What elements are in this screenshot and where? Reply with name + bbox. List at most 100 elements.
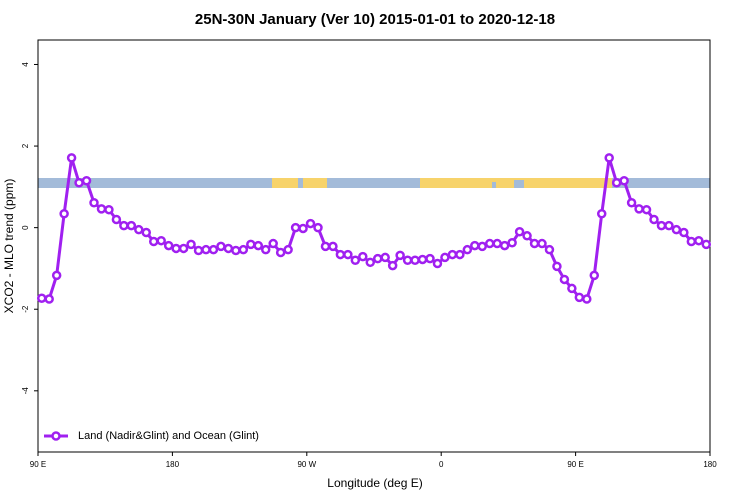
land-ocean-strip xyxy=(38,178,710,188)
data-point xyxy=(231,245,241,256)
data-point xyxy=(126,220,137,231)
data-point xyxy=(574,292,585,303)
data-point xyxy=(44,294,54,304)
data-point xyxy=(223,243,234,254)
data-point xyxy=(275,247,286,258)
data-point xyxy=(484,238,495,249)
data-point xyxy=(193,245,204,256)
data-point xyxy=(671,224,682,235)
data-point xyxy=(313,222,323,233)
data-point xyxy=(163,240,174,251)
data-point xyxy=(701,239,712,250)
data-point xyxy=(552,261,562,272)
y-tick-label: -4 xyxy=(21,387,30,395)
data-point xyxy=(59,209,69,219)
data-point xyxy=(664,220,674,231)
data-point xyxy=(111,214,122,225)
data-point xyxy=(335,249,346,260)
x-tick-label: 90 W xyxy=(297,460,316,469)
data-point xyxy=(380,252,390,263)
data-point xyxy=(186,239,196,250)
data-point xyxy=(604,153,614,163)
data-point xyxy=(417,254,428,265)
ocean-band xyxy=(492,182,496,188)
data-point xyxy=(611,178,622,188)
ocean-band xyxy=(298,178,303,188)
data-point xyxy=(679,227,689,238)
data-point xyxy=(537,238,547,249)
data-point xyxy=(305,218,316,229)
data-point xyxy=(358,251,368,262)
data-point xyxy=(514,226,525,237)
data-point xyxy=(253,240,264,251)
data-point xyxy=(440,252,450,263)
data-point xyxy=(260,244,271,255)
data-point xyxy=(596,209,607,219)
data-point xyxy=(499,240,510,251)
data-point xyxy=(201,244,211,255)
x-tick-label: 180 xyxy=(703,460,717,469)
data-point xyxy=(626,198,637,208)
data-point xyxy=(477,241,488,252)
x-axis-label: Longitude (deg E) xyxy=(327,476,422,490)
data-point xyxy=(156,235,166,246)
data-point xyxy=(141,227,152,238)
data-point xyxy=(529,238,540,249)
data-point xyxy=(148,236,159,247)
data-point xyxy=(51,270,62,281)
y-tick-label: -2 xyxy=(21,305,30,313)
data-point xyxy=(298,223,308,234)
data-point xyxy=(365,257,376,268)
y-tick-label: 0 xyxy=(21,225,30,230)
data-point xyxy=(74,178,84,188)
data-point xyxy=(492,238,502,249)
data-point xyxy=(402,255,413,266)
data-point xyxy=(619,175,629,186)
data-point xyxy=(66,153,77,163)
data-point xyxy=(178,243,189,254)
data-point xyxy=(372,253,383,264)
x-tick-label: 90 E xyxy=(567,460,583,469)
y-tick-label: 2 xyxy=(21,143,30,148)
data-point xyxy=(507,237,517,248)
ocean-band xyxy=(514,180,524,188)
data-point xyxy=(522,231,532,241)
data-point xyxy=(350,255,361,266)
data-point xyxy=(559,274,570,285)
data-point xyxy=(104,204,114,215)
data-point xyxy=(649,214,659,225)
data-point xyxy=(567,283,577,294)
data-point xyxy=(343,249,353,260)
data-point xyxy=(328,241,338,252)
data-point xyxy=(119,220,129,231)
data-point xyxy=(410,255,420,266)
data-point xyxy=(208,244,219,255)
data-point xyxy=(96,204,107,214)
x-tick-label: 180 xyxy=(166,460,180,469)
legend-label: Land (Nadir&Glint) and Ocean (Glint) xyxy=(78,430,259,442)
data-point xyxy=(694,235,704,246)
data-point xyxy=(283,244,293,255)
data-point xyxy=(36,293,47,303)
data-point xyxy=(395,250,405,261)
data-point xyxy=(447,249,458,260)
data-point xyxy=(320,241,331,252)
ocean-band xyxy=(38,178,710,188)
data-point xyxy=(89,198,99,208)
data-point xyxy=(134,224,144,235)
data-point xyxy=(238,244,249,255)
data-point xyxy=(216,241,226,252)
data-point xyxy=(171,243,181,254)
data-point xyxy=(425,253,435,264)
y-tick-label: 4 xyxy=(21,62,30,67)
data-point xyxy=(470,240,480,251)
data-point xyxy=(634,204,644,214)
data-point xyxy=(387,260,398,271)
data-point xyxy=(462,244,473,255)
x-tick-label: 90 E xyxy=(30,460,46,469)
data-point xyxy=(81,175,92,186)
data-point xyxy=(246,239,256,250)
data-point xyxy=(290,222,301,233)
chart-title: 25N-30N January (Ver 10) 2015-01-01 to 2… xyxy=(195,11,555,28)
y-axis-label: XCO2 - MLO trend (ppm) xyxy=(2,179,16,314)
